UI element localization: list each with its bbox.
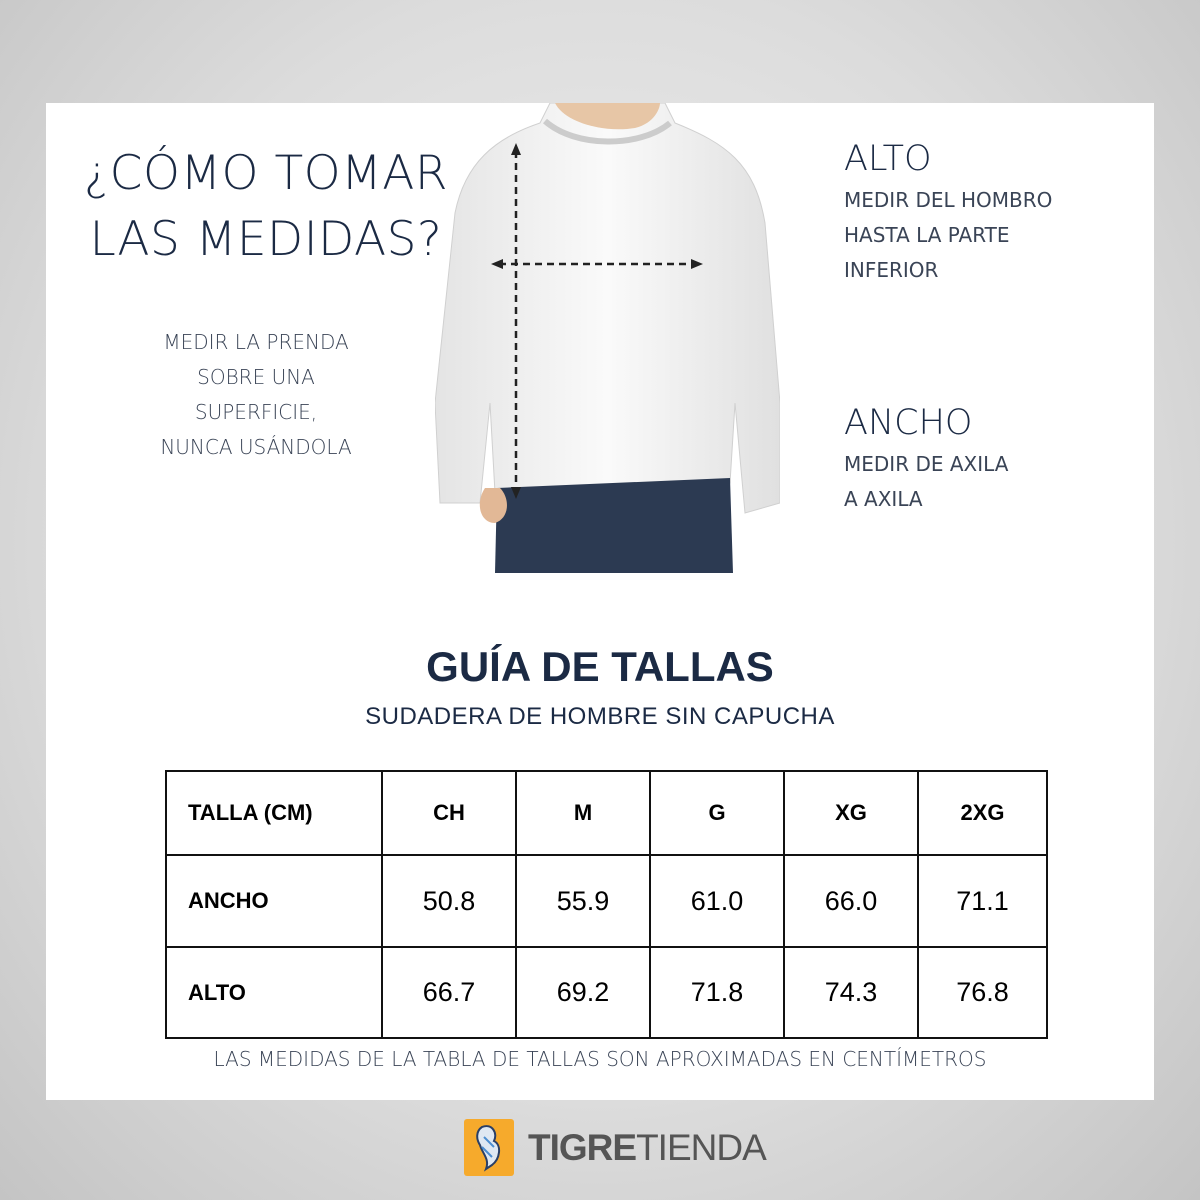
logo-text-bold: TIGRE: [528, 1126, 637, 1168]
size-guide-card: ¿CÓMO TOMAR LAS MEDIDAS? MEDIR LA PRENDA…: [46, 103, 1154, 1100]
guide-subtitle: SUDADERA DE HOMBRE SIN CAPUCHA: [365, 703, 835, 730]
header-cell: XG: [783, 770, 919, 856]
table-cell: 71.1: [917, 854, 1048, 948]
size-table: TALLA (CM) CH M G XG 2XG ANCHO 50.8 55.9…: [165, 770, 1048, 1039]
guide-title: GUÍA DE TALLAS: [426, 643, 774, 690]
note-line: NUNCA USÁNDOLA: [160, 435, 352, 459]
header-cell: M: [515, 770, 651, 856]
tigretienda-logo: TIGRETIENDA: [464, 1119, 767, 1176]
alto-info: ALTO MEDIR DEL HOMBRO HASTA LA PARTE INF…: [844, 139, 1052, 288]
note-line: MEDIR LA PRENDA: [163, 330, 349, 354]
table-row: ALTO 66.7 69.2 71.8 74.3 76.8: [165, 946, 1048, 1039]
table-cell: 74.3: [783, 946, 919, 1039]
table-cell: 55.9: [515, 854, 651, 948]
header-cell: CH: [381, 770, 517, 856]
table-cell: 69.2: [515, 946, 651, 1039]
footnote: LAS MEDIDAS DE LA TABLA DE TALLAS SON AP…: [213, 1047, 987, 1071]
alto-desc: HASTA LA PARTE: [844, 223, 1010, 247]
tiger-logo-icon: [464, 1119, 514, 1176]
ancho-desc: A AXILA: [844, 487, 923, 511]
table-cell: 61.0: [649, 854, 785, 948]
ancho-info: ANCHO MEDIR DE AXILA A AXILA: [844, 403, 1008, 517]
ancho-desc: MEDIR DE AXILA: [844, 452, 1009, 476]
header-cell: G: [649, 770, 785, 856]
sweatshirt-model-image: [435, 103, 780, 573]
table-cell: 66.0: [783, 854, 919, 948]
table-cell: 50.8: [381, 854, 517, 948]
row-label: ANCHO: [165, 854, 383, 948]
title-line: LAS MEDIDAS?: [89, 212, 443, 267]
note-line: SUPERFICIE,: [194, 400, 318, 424]
alto-desc: INFERIOR: [844, 258, 939, 282]
header-cell: TALLA (CM): [165, 770, 383, 856]
howto-title: ¿CÓMO TOMAR LAS MEDIDAS?: [66, 141, 466, 273]
note-line: SOBRE UNA: [197, 365, 315, 389]
table-cell: 71.8: [649, 946, 785, 1039]
header-cell: 2XG: [917, 770, 1048, 856]
table-header-row: TALLA (CM) CH M G XG 2XG: [165, 770, 1048, 856]
row-label: ALTO: [165, 946, 383, 1039]
logo-text-light: TIENDA: [636, 1126, 767, 1168]
alto-desc: MEDIR DEL HOMBRO: [844, 188, 1053, 212]
table-row: ANCHO 50.8 55.9 61.0 66.0 71.1: [165, 854, 1048, 948]
howto-note: MEDIR LA PRENDA SOBRE UNA SUPERFICIE, NU…: [106, 325, 406, 465]
title-line: ¿CÓMO TOMAR: [83, 146, 449, 201]
table-cell: 66.7: [381, 946, 517, 1039]
table-cell: 76.8: [917, 946, 1048, 1039]
ancho-label: ANCHO: [844, 403, 973, 443]
alto-label: ALTO: [844, 139, 932, 179]
